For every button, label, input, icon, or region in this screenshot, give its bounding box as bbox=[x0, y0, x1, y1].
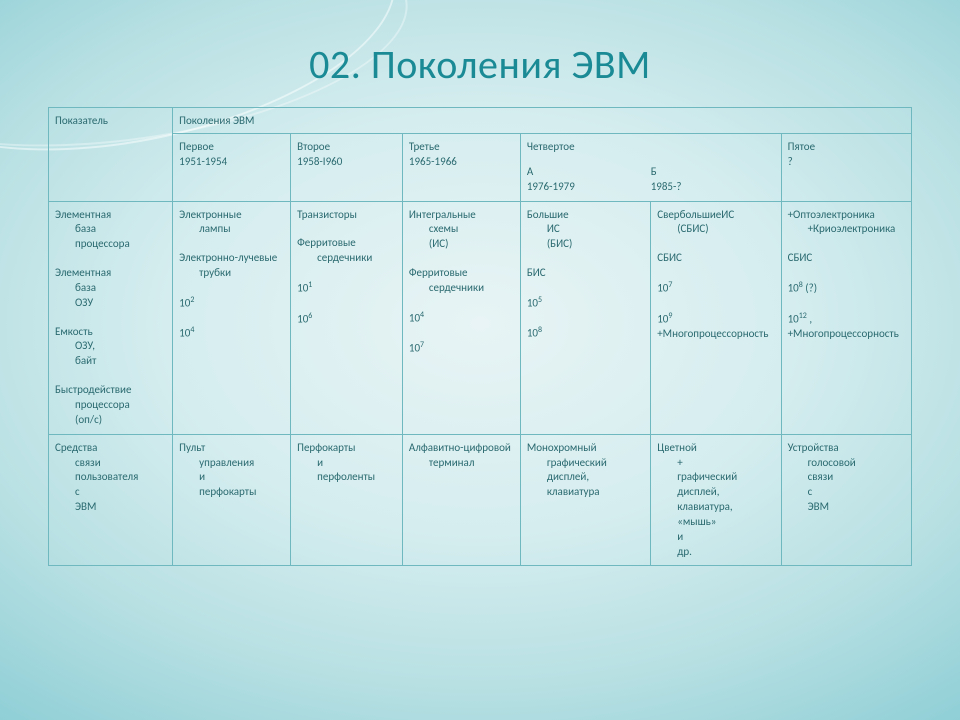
header-row-2: Первое1951-1954Второе1958-I960Третье1965… bbox=[49, 134, 912, 202]
row-label-cell: СредствасвязипользователясЭВМ bbox=[49, 434, 173, 566]
table-row: ЭлементнаябазапроцессораЭлементнаябазаОЗ… bbox=[49, 201, 912, 434]
data-cell: Цветной+графическийдисплей,клавиатура,«м… bbox=[651, 434, 781, 566]
data-cell: СвербольшиеИС(СБИС)СБИС107109 +Многопроц… bbox=[651, 201, 781, 434]
table-body: ЭлементнаябазапроцессораЭлементнаябазаОЗ… bbox=[49, 201, 912, 566]
span-header: Поколения ЭВМ bbox=[173, 108, 912, 134]
generations-table: Показатель Поколения ЭВМ Первое1951-1954… bbox=[48, 107, 912, 566]
row-label-cell: ЭлементнаябазапроцессораЭлементнаябазаОЗ… bbox=[49, 201, 173, 434]
gen-header-2: Третье1965-1966 bbox=[402, 134, 520, 202]
data-cell: Алфавитно-цифровойтерминал bbox=[402, 434, 520, 566]
data-cell: ТранзисторыФерритовыесердечники101106 bbox=[291, 201, 403, 434]
data-cell: Перфокартыиперфоленты bbox=[291, 434, 403, 566]
gen-header-0: Первое1951-1954 bbox=[173, 134, 291, 202]
data-cell: Пультуправленияиперфокарты bbox=[173, 434, 291, 566]
data-cell: ЭлектронныелампыЭлектронно-лучевыетрубки… bbox=[173, 201, 291, 434]
slide-content: 02. Поколения ЭВМ Показатель Поколения Э… bbox=[0, 40, 960, 720]
data-cell: +Оптоэлектроника+КриоэлектроникаСБИС108 … bbox=[781, 201, 911, 434]
data-cell: Интегральныесхемы(ИС)Ферритовыесердечник… bbox=[402, 201, 520, 434]
data-cell: БольшиеИС(БИС)БИС105108 bbox=[520, 201, 650, 434]
gen-header-3: ЧетвертоеА1976-1979Б1985-? bbox=[520, 134, 781, 202]
data-cell: Монохромныйграфическийдисплей,клавиатура bbox=[520, 434, 650, 566]
header-row-1: Показатель Поколения ЭВМ bbox=[49, 108, 912, 134]
corner-cell: Показатель bbox=[49, 108, 173, 202]
table-row: СредствасвязипользователясЭВМПультуправл… bbox=[49, 434, 912, 566]
gen-header-1: Второе1958-I960 bbox=[291, 134, 403, 202]
data-cell: УстройстваголосовойсвязисЭВМ bbox=[781, 434, 911, 566]
slide-title: 02. Поколения ЭВМ bbox=[48, 40, 912, 89]
gen-header-4: Пятое? bbox=[781, 134, 911, 202]
